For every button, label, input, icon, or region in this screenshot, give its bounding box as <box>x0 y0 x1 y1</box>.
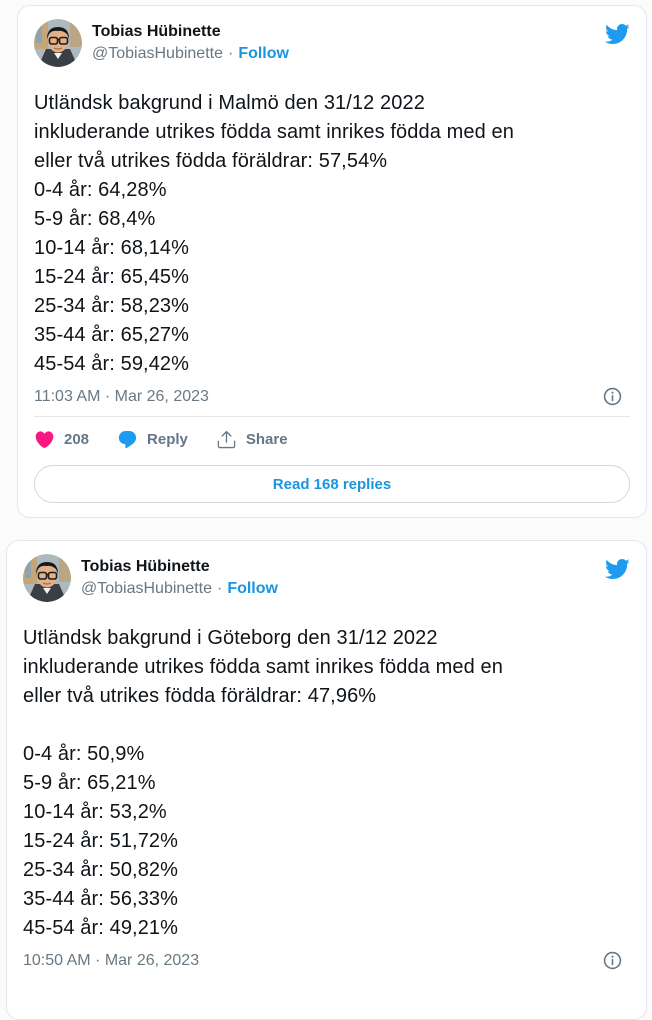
twitter-bird-icon[interactable] <box>604 556 630 587</box>
author-handle[interactable]: @TobiasHubinette <box>81 580 212 597</box>
author-name[interactable]: Tobias Hübinette <box>81 558 210 575</box>
reply-label: Reply <box>147 431 188 448</box>
share-label: Share <box>245 431 288 448</box>
handle-row: @TobiasHubinette · Follow <box>92 43 604 65</box>
author-handle[interactable]: @TobiasHubinette <box>92 45 223 62</box>
timestamp[interactable]: 11:03 AM · Mar 26, 2023 <box>34 387 209 405</box>
avatar[interactable] <box>34 19 82 67</box>
reply-button[interactable]: Reply <box>117 429 188 450</box>
timestamp-row: 11:03 AM · Mar 26, 2023 <box>34 387 630 406</box>
author-block: Tobias Hübinette @TobiasHubinette · Foll… <box>92 19 604 65</box>
tweet-actions: 208 Reply Share <box>34 416 630 450</box>
timestamp[interactable]: 10:50 AM · Mar 26, 2023 <box>23 951 200 969</box>
info-circle-icon[interactable] <box>603 387 622 406</box>
info-circle-icon[interactable] <box>603 951 622 970</box>
timestamp-row: 10:50 AM · Mar 26, 2023 <box>23 951 630 970</box>
share-button[interactable]: Share <box>216 429 288 450</box>
follow-link[interactable]: Follow <box>227 580 278 597</box>
share-arrow-icon <box>217 430 236 449</box>
follow-link[interactable]: Follow <box>238 45 289 62</box>
tweet-card-goteborg: Tobias Hübinette @TobiasHubinette · Foll… <box>6 540 647 1020</box>
avatar[interactable] <box>23 554 71 602</box>
twitter-bird-icon[interactable] <box>604 21 630 52</box>
tweet-text: Utländsk bakgrund i Malmö den 31/12 2022… <box>34 92 514 375</box>
speech-bubble-icon <box>118 430 137 449</box>
avatar-photo <box>34 19 82 67</box>
tweet-header: Tobias Hübinette @TobiasHubinette · Foll… <box>23 554 630 602</box>
avatar-photo <box>23 554 71 602</box>
tweet-text: Utländsk bakgrund i Göteborg den 31/12 2… <box>23 627 503 939</box>
read-replies-label: Read 168 replies <box>272 475 392 493</box>
tweet-card-malmo: Tobias Hübinette @TobiasHubinette · Foll… <box>17 5 647 518</box>
author-name[interactable]: Tobias Hübinette <box>92 23 221 40</box>
read-replies-button[interactable]: Read 168 replies <box>34 465 630 503</box>
handle-row: @TobiasHubinette · Follow <box>81 578 604 600</box>
tweet-header: Tobias Hübinette @TobiasHubinette · Foll… <box>34 19 630 67</box>
like-button[interactable]: 208 <box>34 429 89 450</box>
author-block: Tobias Hübinette @TobiasHubinette · Foll… <box>81 554 604 600</box>
separator-dot: · <box>227 45 234 62</box>
heart-icon <box>35 431 54 448</box>
separator-dot: · <box>216 580 223 597</box>
like-count: 208 <box>64 431 90 448</box>
